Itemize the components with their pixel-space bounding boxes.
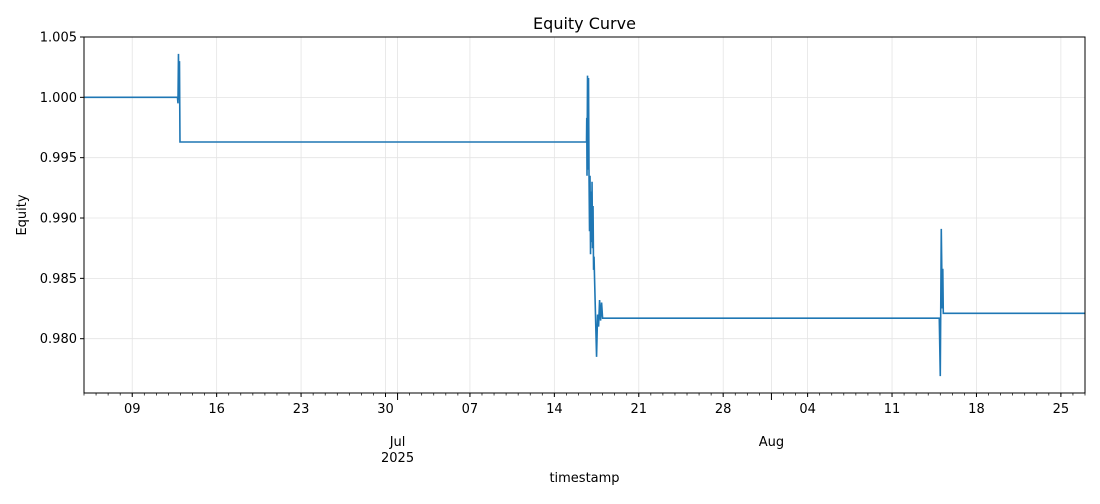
series-layer xyxy=(84,53,1085,377)
chart-title: Equity Curve xyxy=(533,14,636,33)
x-major-tick-label: Jul xyxy=(389,435,406,450)
x-tick-label: 09 xyxy=(124,402,141,417)
y-axis-title: Equity xyxy=(15,194,30,235)
y-tick-label: 0.985 xyxy=(40,272,77,287)
equity-series-line xyxy=(84,53,1085,377)
plot-frame xyxy=(83,36,1086,394)
x-axis-title: timestamp xyxy=(549,471,619,486)
x-tick-label: 30 xyxy=(377,402,394,417)
y-tick-label: 1.005 xyxy=(40,31,77,46)
x-major-tick-label: Aug xyxy=(759,435,784,450)
x-tick-label: 04 xyxy=(799,402,816,417)
x-tick-label: 11 xyxy=(884,402,901,417)
x-tick-label: 18 xyxy=(968,402,985,417)
x-tick-label: 23 xyxy=(293,402,310,417)
y-axis: 0.980 0.985 0.990 0.995 1.000 1.005 xyxy=(40,31,84,347)
grid-lines xyxy=(84,36,1085,393)
x-tick-label: 21 xyxy=(630,402,647,417)
y-tick-label: 1.000 xyxy=(40,91,77,106)
x-tick-label: 28 xyxy=(715,402,732,417)
y-tick-label: 0.980 xyxy=(40,332,77,347)
x-major-tick-sublabel: 2025 xyxy=(381,451,414,466)
x-tick-label: 16 xyxy=(208,402,225,417)
x-tick-label: 14 xyxy=(546,402,563,417)
x-tick-label: 25 xyxy=(1053,402,1070,417)
y-tick-label: 0.990 xyxy=(40,212,77,227)
y-tick-label: 0.995 xyxy=(40,151,77,166)
x-tick-label: 07 xyxy=(462,402,479,417)
